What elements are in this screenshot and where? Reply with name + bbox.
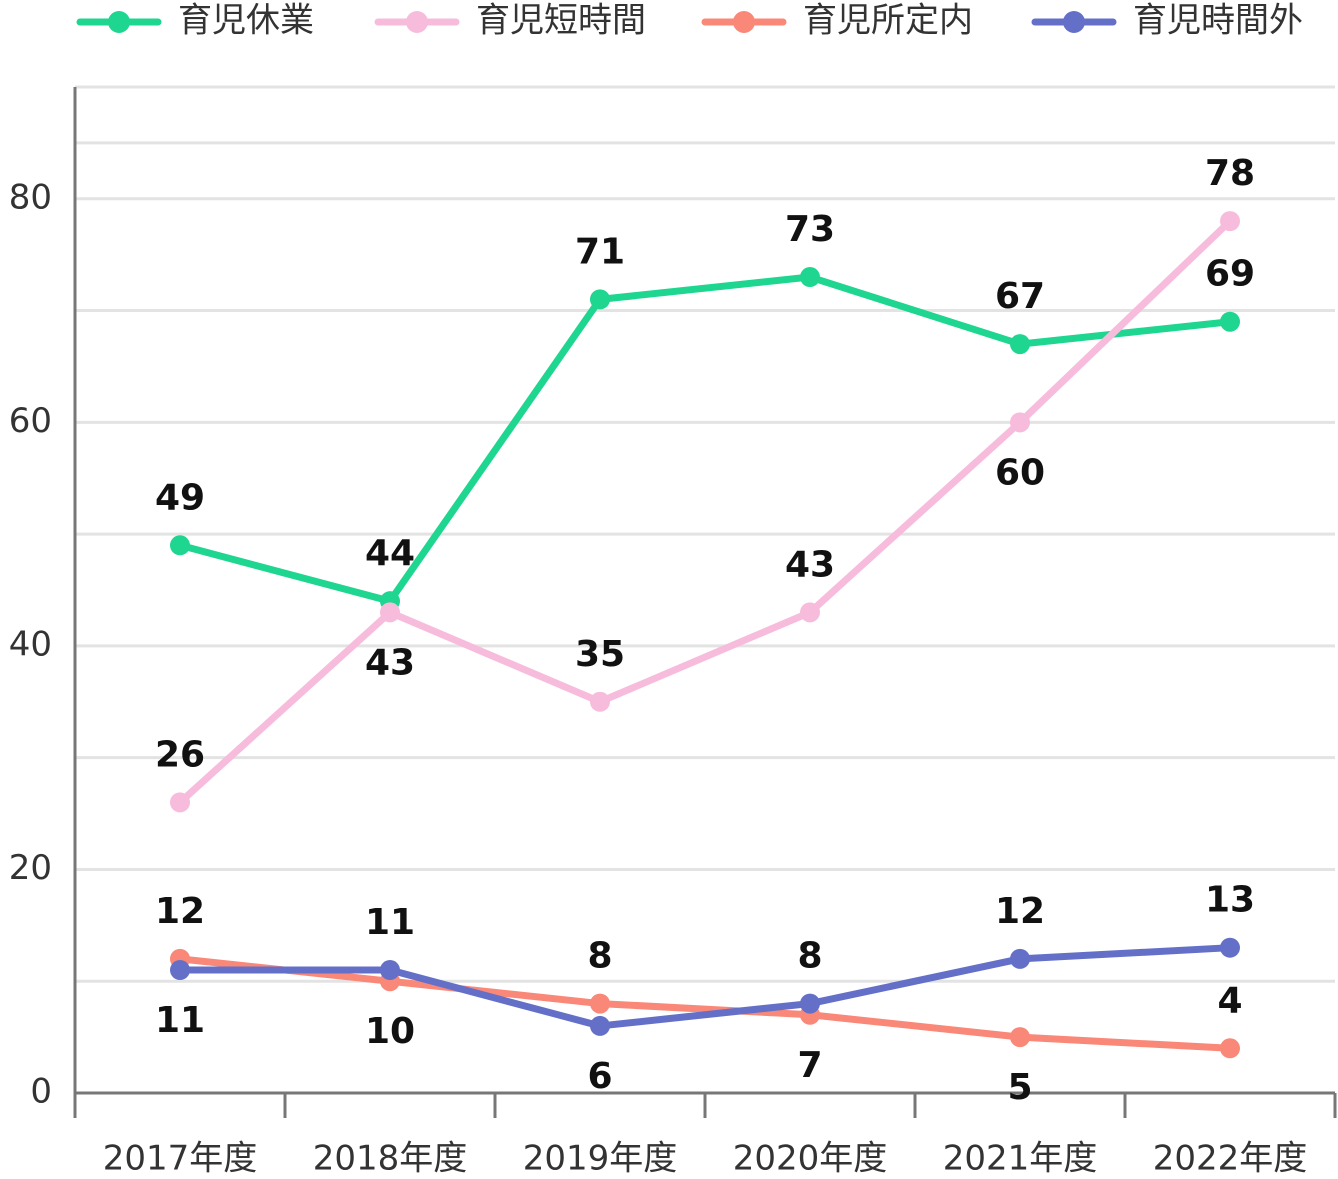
point (1220, 1038, 1240, 1059)
x-tick-label: 2017年度 (103, 1139, 258, 1179)
legend-label: 育児所定内 (803, 1, 973, 41)
value-label: 49 (155, 477, 205, 518)
point (800, 993, 820, 1014)
point (1010, 948, 1030, 969)
x-tick-label: 2019年度 (523, 1139, 678, 1179)
point (800, 267, 820, 288)
legend-label: 育児短時間 (476, 1, 646, 41)
y-tick-label: 20 (9, 848, 52, 888)
value-label: 4 (1217, 980, 1242, 1021)
value-label: 60 (995, 452, 1045, 493)
value-label: 13 (1205, 880, 1255, 921)
point (800, 602, 820, 623)
y-tick-label: 60 (9, 401, 52, 441)
point (590, 289, 610, 310)
legend-marker (733, 11, 755, 33)
point (170, 792, 190, 813)
value-label: 11 (365, 902, 415, 943)
point (380, 960, 400, 981)
value-label: 6 (587, 1056, 612, 1097)
legend-label: 育児休業 (178, 1, 314, 41)
value-label: 8 (587, 936, 612, 977)
value-label: 8 (797, 936, 822, 977)
value-label: 71 (575, 231, 625, 272)
y-tick-label: 0 (30, 1072, 52, 1112)
point (1220, 211, 1240, 232)
value-label: 43 (785, 544, 835, 585)
value-label: 12 (995, 891, 1045, 932)
legend-marker (1063, 11, 1085, 33)
value-label: 73 (785, 209, 835, 250)
series-line (177, 218, 1233, 805)
value-label: 5 (1007, 1067, 1032, 1108)
point (590, 993, 610, 1014)
point (1010, 412, 1030, 433)
value-label: 43 (365, 642, 415, 683)
point (1010, 1027, 1030, 1048)
series-line (180, 944, 1231, 1030)
series-line (179, 955, 1231, 1052)
x-tick-label: 2018年度 (313, 1139, 468, 1179)
point (170, 960, 190, 981)
point (590, 1015, 610, 1036)
x-tick-label: 2020年度 (733, 1139, 888, 1179)
value-label: 78 (1205, 153, 1255, 194)
legend-marker (406, 11, 428, 33)
value-label: 7 (797, 1045, 822, 1086)
series-line (179, 273, 1231, 605)
point (170, 535, 190, 556)
value-label: 69 (1205, 254, 1255, 295)
y-tick-label: 40 (9, 624, 52, 664)
value-label: 67 (995, 276, 1045, 317)
value-label: 10 (365, 1011, 415, 1052)
x-tick-label: 2022年度 (1153, 1139, 1308, 1179)
value-label: 44 (365, 533, 415, 574)
legend-marker (108, 11, 130, 33)
value-label: 35 (575, 634, 625, 675)
point (1220, 937, 1240, 958)
value-label: 11 (155, 1000, 205, 1041)
point (1010, 334, 1030, 355)
point (380, 602, 400, 623)
point (1220, 311, 1240, 332)
x-tick-label: 2021年度 (943, 1139, 1098, 1179)
legend-label: 育児時間外 (1133, 1, 1303, 41)
value-label: 26 (155, 734, 205, 775)
value-label: 12 (155, 891, 205, 932)
y-tick-label: 80 (9, 177, 52, 217)
point (590, 691, 610, 712)
